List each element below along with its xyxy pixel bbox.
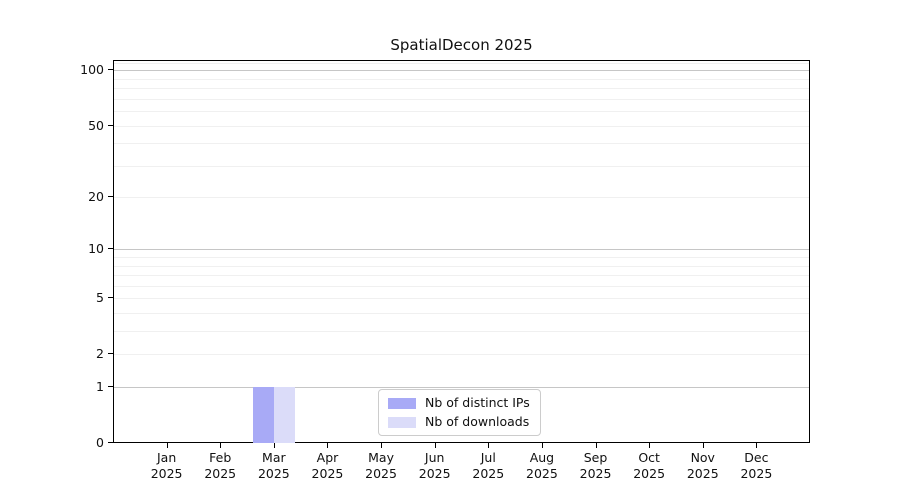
gridline-minor [114, 275, 809, 277]
plot-area [113, 60, 810, 443]
x-tick-label: Jul 2025 [472, 450, 505, 481]
gridline-minor [114, 331, 809, 333]
x-tick [327, 443, 329, 448]
gridline-minor [114, 78, 809, 80]
x-tick-label: Sep 2025 [579, 450, 612, 481]
x-tick [166, 443, 168, 448]
y-tick [108, 196, 113, 198]
y-tick-label: 10 [88, 241, 104, 257]
gridline-minor [114, 298, 809, 300]
y-tick-label: 50 [88, 117, 104, 133]
y-tick-label: 5 [96, 290, 104, 306]
gridline-minor [114, 257, 809, 259]
legend: Nb of distinct IPs Nb of downloads [378, 389, 541, 436]
x-tick-label: May 2025 [365, 450, 397, 481]
y-tick [108, 248, 113, 250]
y-tick [108, 124, 113, 126]
bar-nb-of-downloads-mar-2025 [273, 387, 295, 443]
legend-item: Nb of distinct IPs [388, 396, 530, 410]
gridline-minor [114, 265, 809, 267]
x-tick-label: Oct 2025 [633, 450, 666, 481]
gridline-minor [114, 125, 809, 127]
y-tick-label: 100 [80, 62, 104, 78]
x-tick [756, 443, 758, 448]
gridline-minor [114, 354, 809, 356]
gridline-minor [114, 111, 809, 113]
y-tick [108, 386, 113, 388]
y-tick [108, 69, 113, 71]
x-tick [220, 443, 222, 448]
gridline-major [114, 70, 809, 72]
x-tick [434, 443, 436, 448]
gridline-minor [114, 88, 809, 90]
x-tick [702, 443, 704, 448]
gridline-minor [114, 98, 809, 100]
legend-swatch-icon [388, 397, 416, 409]
x-tick [488, 443, 490, 448]
gridline-minor [114, 197, 809, 199]
y-tick-label: 20 [88, 189, 104, 205]
legend-swatch-icon [388, 416, 416, 428]
legend-label: Nb of distinct IPs [425, 395, 530, 410]
gridline-minor [114, 165, 809, 167]
gridline-minor [114, 62, 809, 64]
x-tick-label: Nov 2025 [686, 450, 719, 481]
gridline-minor [114, 285, 809, 287]
gridline-major [114, 387, 809, 389]
x-tick-label: Apr 2025 [311, 450, 344, 481]
y-tick-label: 0 [96, 435, 104, 450]
x-tick [595, 443, 597, 448]
y-tick [108, 442, 113, 443]
gridline-minor [114, 313, 809, 315]
x-tick-label: Mar 2025 [257, 450, 290, 481]
x-tick-label: Jan 2025 [150, 450, 183, 481]
legend-label: Nb of downloads [425, 414, 530, 429]
y-tick [108, 353, 113, 355]
x-tick [381, 443, 383, 448]
gridline-minor [114, 143, 809, 145]
x-tick-label: Jun 2025 [418, 450, 451, 481]
x-tick [541, 443, 543, 448]
chart-title: SpatialDecon 2025 [390, 36, 533, 54]
y-tick [108, 297, 113, 299]
x-tick-label: Aug 2025 [526, 450, 558, 481]
x-tick [649, 443, 651, 448]
y-tick-label: 1 [96, 379, 104, 395]
bar-nb-of-distinct-ips-mar-2025 [252, 387, 274, 443]
gridline-major [114, 249, 809, 251]
x-tick [273, 443, 275, 448]
x-tick-label: Feb 2025 [204, 450, 237, 481]
y-tick-label: 2 [96, 346, 104, 362]
x-tick-label: Dec 2025 [740, 450, 773, 481]
legend-item: Nb of downloads [388, 415, 530, 429]
